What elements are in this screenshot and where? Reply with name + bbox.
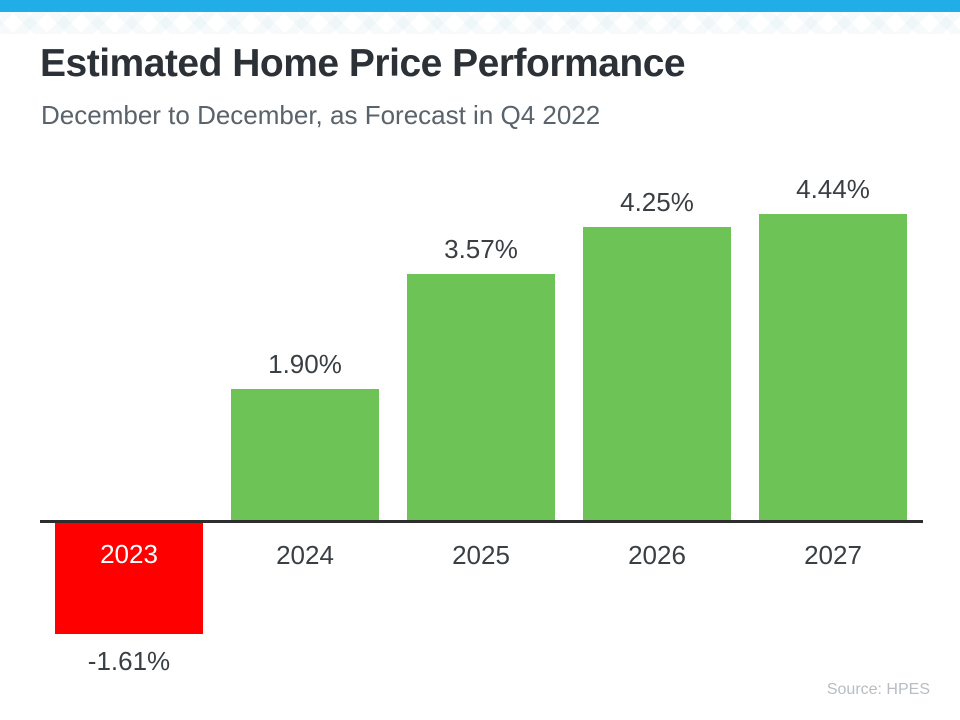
- x-axis-line: [40, 520, 923, 523]
- bar-2024: [231, 389, 379, 520]
- x-tick-label: 2027: [804, 540, 862, 570]
- page-title: Estimated Home Price Performance: [40, 42, 686, 85]
- bar-value-label: 4.25%: [620, 187, 694, 217]
- bar-2027: [759, 214, 907, 520]
- bar-value-label: -1.61%: [87, 646, 171, 676]
- zigzag-watermark: [0, 12, 960, 34]
- bar-2023: [55, 523, 203, 634]
- top-accent-bar: [0, 0, 960, 12]
- bar-value-label: 3.57%: [444, 234, 518, 264]
- bar-2026: [583, 227, 731, 520]
- page-subtitle: December to December, as Forecast in Q4 …: [41, 100, 601, 130]
- bar-value-label: 4.44%: [796, 174, 870, 204]
- x-tick-label: 2024: [276, 540, 334, 570]
- x-tick-label: 2026: [628, 540, 686, 570]
- bar-value-label: 1.90%: [268, 349, 342, 379]
- bar-2025: [407, 274, 555, 520]
- source-note: Source: HPES: [826, 681, 930, 698]
- x-tick-label: 2025: [452, 540, 510, 570]
- x-tick-label: 2023: [100, 539, 158, 569]
